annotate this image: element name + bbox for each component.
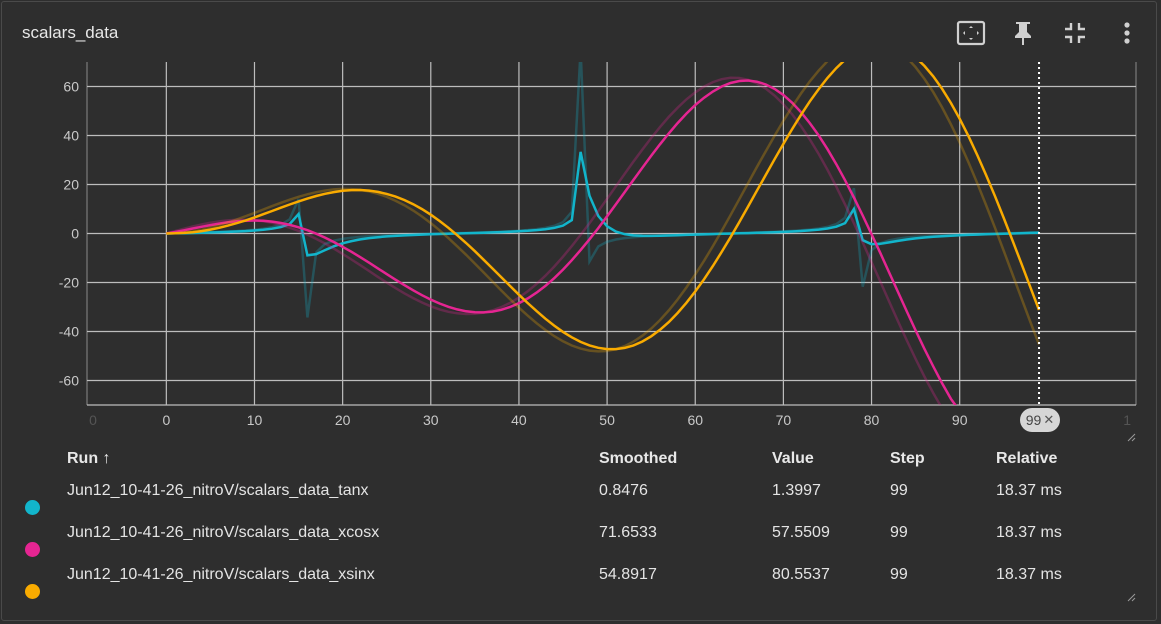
line-chart[interactable]: 60 40 20 0 -20 -40 -60 0 0 10 20 30 40 50 60 70 80 90 1	[0, 0, 1161, 440]
series-raw-line	[166, 62, 1040, 318]
pin-button[interactable]	[1006, 16, 1040, 50]
more-button[interactable]	[1110, 16, 1144, 50]
smoothed-value: 54.8917	[599, 566, 657, 583]
series-group	[166, 62, 1041, 353]
x-tick-label: 1	[1123, 412, 1131, 428]
series-raw-line	[165, 76, 942, 405]
series-color-dot	[25, 500, 40, 515]
y-tick-label: 40	[63, 128, 79, 144]
relative-value: 18.37 ms	[996, 566, 1062, 583]
relative-value: 18.37 ms	[996, 524, 1062, 541]
y-tick-label: -60	[59, 373, 79, 389]
x-tick-label: 10	[247, 412, 263, 428]
resize-handle-icon[interactable]	[1126, 432, 1136, 442]
table-row: Jun12_10-41-26_nitroV/scalars_data_tanx …	[0, 482, 1156, 524]
x-tick-label: 30	[423, 412, 439, 428]
relative-value: 18.37 ms	[996, 482, 1062, 499]
smoothed-value: 0.8476	[599, 482, 648, 499]
series-group	[166, 62, 1040, 318]
table-row: Jun12_10-41-26_nitroV/scalars_data_xcosx…	[0, 524, 1156, 566]
y-tick-label: 20	[63, 177, 79, 193]
y-tick-label: 60	[63, 79, 79, 95]
y-tick-label: -40	[59, 324, 79, 340]
series-color-dot	[25, 584, 40, 599]
run-name: Jun12_10-41-26_nitroV/scalars_data_xsinx	[67, 566, 375, 583]
series-group	[165, 76, 957, 405]
y-tick-label: -20	[59, 275, 79, 291]
pin-icon	[1015, 22, 1031, 45]
step-value: 99	[890, 524, 908, 541]
card-title: scalars_data	[22, 23, 119, 42]
series-raw-line	[166, 62, 1041, 353]
x-tick-label: 60	[687, 412, 703, 428]
header-step[interactable]: Step	[890, 450, 925, 467]
card-toolbar	[954, 16, 1144, 50]
x-tick-label: 0	[162, 412, 170, 428]
series-smoothed-line	[166, 79, 957, 405]
collapse-icon	[1065, 23, 1085, 43]
raw-value: 57.5509	[772, 524, 830, 541]
x-tick-label: 90	[952, 412, 968, 428]
raw-value: 1.3997	[772, 482, 821, 499]
fit-domain-icon	[956, 20, 986, 46]
header-run[interactable]: Run ↑	[67, 450, 111, 467]
x-tick-label: 80	[864, 412, 880, 428]
x-tick-label: 40	[511, 412, 527, 428]
step-value: 99	[890, 482, 908, 499]
header-relative[interactable]: Relative	[996, 450, 1058, 467]
smoothed-value: 71.6533	[599, 524, 657, 541]
x-tick-label: 70	[776, 412, 792, 428]
series-color-dot	[25, 542, 40, 557]
collapse-button[interactable]	[1058, 16, 1092, 50]
table-row: Jun12_10-41-26_nitroV/scalars_data_xsinx…	[0, 566, 1156, 608]
step-chip[interactable]: 99 ✕	[1020, 408, 1060, 432]
raw-value: 80.5537	[772, 566, 830, 583]
step-value: 99	[890, 566, 908, 583]
run-name: Jun12_10-41-26_nitroV/scalars_data_tanx	[67, 482, 369, 499]
step-chip-label: 99	[1025, 412, 1042, 428]
fit-domain-button[interactable]	[954, 16, 988, 50]
header-value[interactable]: Value	[772, 450, 814, 467]
x-tick-label: 50	[599, 412, 615, 428]
table-resize-handle-icon[interactable]	[1126, 592, 1136, 602]
y-tick-label: 0	[71, 226, 79, 242]
step-chip-close-icon[interactable]: ✕	[1043, 412, 1055, 427]
header-smoothed[interactable]: Smoothed	[599, 450, 678, 467]
run-name: Jun12_10-41-26_nitroV/scalars_data_xcosx	[67, 524, 380, 541]
series-smoothed-line	[166, 62, 1041, 351]
x-tick-label: 20	[335, 412, 351, 428]
more-vert-icon	[1124, 22, 1130, 44]
x-tick-label: 0	[89, 412, 97, 428]
